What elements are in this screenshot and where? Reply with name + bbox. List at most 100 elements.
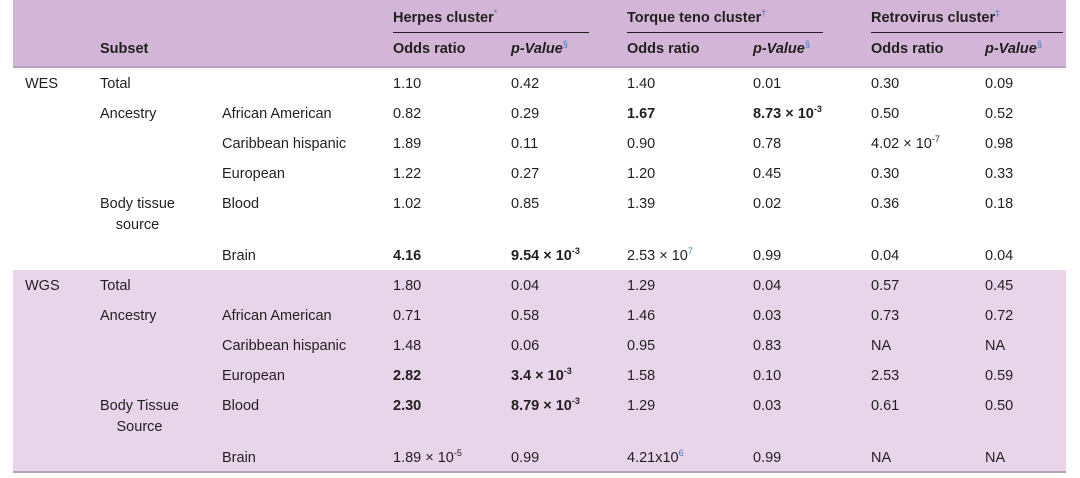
table-cell: 1.29 <box>627 278 656 294</box>
group-cell: Caribbean hispanic <box>222 338 347 354</box>
group-cell: Brain <box>222 248 256 264</box>
odds-ratio-heading: Odds ratio <box>393 41 466 57</box>
wes-section: WES Total 1.10 0.42 1.40 0.01 0.30 0.09 … <box>13 68 1066 270</box>
table-row: Ancestry African American 0.71 0.58 1.46… <box>13 300 1066 330</box>
table-row: WGS Total 1.80 0.04 1.29 0.04 0.57 0.45 <box>13 270 1066 300</box>
table-row: European 2.82 3.4 × 10-3 1.58 0.10 2.53 … <box>13 360 1066 390</box>
table-cell: 1.58 <box>627 368 656 384</box>
table-cell: 0.06 <box>511 338 540 354</box>
group-cell: African American <box>222 308 332 324</box>
table-cell: 0.45 <box>985 278 1014 294</box>
subset-cell: Ancestry <box>100 106 157 122</box>
table-cell: 0.02 <box>753 196 782 212</box>
subset-cell: Body tissue source <box>100 196 175 233</box>
table-row: Ancestry African American 0.82 0.29 1.67… <box>13 98 1066 128</box>
group-cell: European <box>222 368 285 384</box>
subset-cell: Total <box>100 76 131 92</box>
table-row: Brain 1.89 × 10-5 0.99 4.21x106 0.99 NA … <box>13 442 1066 472</box>
herpes-rule <box>393 32 589 33</box>
table-cell: NA <box>985 450 1006 466</box>
table-cell: 0.59 <box>985 368 1014 384</box>
table-cell: 4.16 <box>393 248 422 264</box>
table-cell: 0.83 <box>753 338 782 354</box>
wgs-section: WGS Total 1.80 0.04 1.29 0.04 0.57 0.45 … <box>13 270 1066 472</box>
table-cell: 0.03 <box>753 398 782 414</box>
table-cell: 0.01 <box>753 76 782 92</box>
table-cell: 2.30 <box>393 398 422 414</box>
table-cell: 0.42 <box>511 76 540 92</box>
table-row: WES Total 1.10 0.42 1.40 0.01 0.30 0.09 <box>13 68 1066 98</box>
table-cell: 0.04 <box>871 248 900 264</box>
subset-cell: Body Tissue Source <box>100 398 179 435</box>
table-cell: 0.18 <box>985 196 1014 212</box>
p-value-heading: p-Value§ <box>985 39 1042 57</box>
table-cell: 0.78 <box>753 136 782 152</box>
table-cell: NA <box>985 338 1006 354</box>
table-cell: 1.67 <box>627 106 656 122</box>
table-row: Body Tissue Source Blood 2.30 8.79 × 10-3… <box>13 390 1066 442</box>
table-cell: 0.98 <box>985 136 1014 152</box>
table-cell: 1.29 <box>627 398 656 414</box>
table-row: Brain 4.16 9.54 × 10-3 2.53 × 107 0.99 0… <box>13 240 1066 270</box>
table-bottom-rule <box>13 471 1066 473</box>
table-cell: 1.39 <box>627 196 656 212</box>
odds-ratio-heading: Odds ratio <box>627 41 700 57</box>
subset-cell: Ancestry <box>100 308 157 324</box>
herpes-cluster-heading: Herpes cluster* <box>393 8 498 26</box>
table-cell: 4.21x106 <box>627 448 684 466</box>
table-cell: 0.85 <box>511 196 540 212</box>
table-row: Caribbean hispanic 1.48 0.06 0.95 0.83 N… <box>13 330 1066 360</box>
section-label: WGS <box>25 278 60 294</box>
table-cell: 0.99 <box>753 450 782 466</box>
odds-ratio-heading: Odds ratio <box>871 41 944 57</box>
table-cell: 0.03 <box>753 308 782 324</box>
torque-rule <box>627 32 823 33</box>
table-cell: 0.30 <box>871 166 900 182</box>
table-cell: 0.72 <box>985 308 1014 324</box>
table-cell: 1.89 <box>393 136 422 152</box>
table-cell: 0.57 <box>871 278 900 294</box>
table-cell: 0.45 <box>753 166 782 182</box>
table-cell: 0.11 <box>511 136 539 152</box>
table-cell: 1.20 <box>627 166 656 182</box>
table-header: Herpes cluster* Torque teno cluster† Ret… <box>13 0 1066 68</box>
table-row: European 1.22 0.27 1.20 0.45 0.30 0.33 <box>13 158 1066 188</box>
table-cell: 1.48 <box>393 338 422 354</box>
table-cell: 0.99 <box>753 248 782 264</box>
table-cell: 0.27 <box>511 166 540 182</box>
table-cell: 0.73 <box>871 308 900 324</box>
table-cell: 0.30 <box>871 76 900 92</box>
torque-teno-cluster-heading: Torque teno cluster† <box>627 8 767 26</box>
subset-cell: Total <box>100 278 131 294</box>
table-cell: 0.33 <box>985 166 1014 182</box>
table-cell: 1.10 <box>393 76 422 92</box>
table-cell: 8.73 × 10-3 <box>753 104 822 122</box>
table-cell: 0.95 <box>627 338 656 354</box>
p-value-heading: p-Value§ <box>511 39 568 57</box>
subset-heading: Subset <box>100 41 149 57</box>
group-cell: Blood <box>222 398 260 414</box>
table-cell: 1.02 <box>393 196 422 212</box>
group-cell: European <box>222 166 285 182</box>
table-cell: 2.53 × 107 <box>627 246 693 264</box>
table-cell: 0.50 <box>985 398 1014 414</box>
table-cell: 3.4 × 10-3 <box>511 366 572 384</box>
table-cell: 1.46 <box>627 308 656 324</box>
table-cell: 1.89 × 10-5 <box>393 448 462 466</box>
results-table: Herpes cluster* Torque teno cluster† Ret… <box>13 0 1066 472</box>
group-cell: African American <box>222 106 332 122</box>
table-cell: 0.04 <box>511 278 540 294</box>
table-cell: 0.50 <box>871 106 900 122</box>
table-cell: 4.02 × 10-7 <box>871 134 940 152</box>
table-cell: 0.09 <box>985 76 1014 92</box>
table-cell: 2.82 <box>393 368 422 384</box>
table-cell: 8.79 × 10-3 <box>511 396 580 414</box>
table-row: Caribbean hispanic 1.89 0.11 0.90 0.78 4… <box>13 128 1066 158</box>
table-cell: 0.99 <box>511 450 540 466</box>
table-cell: NA <box>871 450 892 466</box>
table-cell: 0.61 <box>871 398 900 414</box>
group-cell: Blood <box>222 196 260 212</box>
table-cell: NA <box>871 338 892 354</box>
table-cell: 0.52 <box>985 106 1014 122</box>
table-cell: 9.54 × 10-3 <box>511 246 580 264</box>
